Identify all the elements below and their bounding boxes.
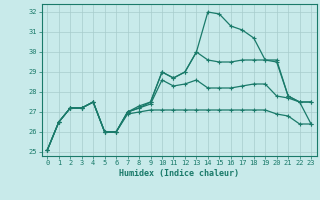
X-axis label: Humidex (Indice chaleur): Humidex (Indice chaleur) xyxy=(119,169,239,178)
